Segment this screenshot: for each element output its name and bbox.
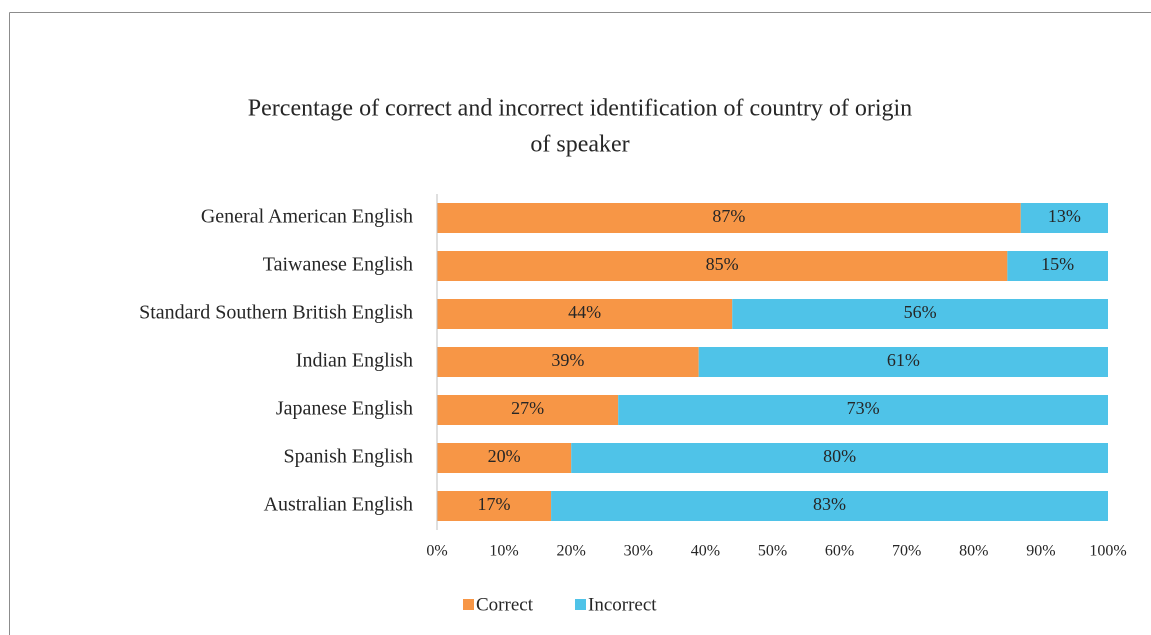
bar-segment: [732, 299, 1108, 329]
data-label: 56%: [904, 302, 937, 322]
y-tick-label: General American English: [201, 206, 413, 228]
x-tick-label: 100%: [1089, 543, 1126, 560]
data-label: 27%: [511, 398, 544, 418]
data-label: 61%: [887, 350, 920, 370]
bar-segment: [437, 395, 619, 425]
x-tick-label: 10%: [489, 543, 518, 560]
bar-segment: [698, 347, 1108, 377]
legend-swatch: [463, 599, 474, 610]
legend-label: Incorrect: [588, 594, 657, 615]
bar-segment: [1020, 203, 1108, 233]
x-tick-label: 50%: [758, 543, 787, 560]
data-label: 85%: [706, 254, 739, 274]
bar-segment: [437, 203, 1021, 233]
bar-segment: [437, 251, 1008, 281]
bar-segment: [551, 491, 1108, 521]
y-tick-label: Indian English: [296, 350, 413, 372]
bar-segment: [437, 347, 699, 377]
bar-segment: [618, 395, 1108, 425]
y-tick-label: Taiwanese English: [263, 254, 413, 276]
x-tick-label: 60%: [825, 543, 854, 560]
data-label: 73%: [847, 398, 880, 418]
data-label: 20%: [488, 446, 521, 466]
x-tick-label: 90%: [1026, 543, 1055, 560]
bar-segment: [437, 443, 572, 473]
x-tick-label: 70%: [892, 543, 921, 560]
x-tick-label: 20%: [557, 543, 586, 560]
y-tick-label: Standard Southern British English: [139, 302, 413, 324]
y-tick-label: Australian English: [264, 494, 413, 516]
data-label: 13%: [1048, 206, 1081, 226]
y-tick-label: Japanese English: [276, 398, 413, 420]
data-label: 87%: [712, 206, 745, 226]
data-label: 15%: [1041, 254, 1074, 274]
chart-title: Percentage of correct and incorrect iden…: [248, 96, 912, 122]
x-tick-label: 80%: [959, 543, 988, 560]
data-label: 83%: [813, 494, 846, 514]
legend-swatch: [575, 599, 586, 610]
bar-segment: [571, 443, 1108, 473]
data-label: 39%: [551, 350, 584, 370]
bar-segment: [437, 299, 733, 329]
data-label: 44%: [568, 302, 601, 322]
bar-segment: [1007, 251, 1108, 281]
legend-label: Correct: [476, 594, 534, 615]
x-tick-label: 0%: [426, 543, 447, 560]
data-label: 17%: [478, 494, 511, 514]
x-tick-label: 30%: [624, 543, 653, 560]
x-tick-label: 40%: [691, 543, 720, 560]
chart-title: of speaker: [530, 132, 629, 158]
y-tick-label: Spanish English: [284, 446, 413, 468]
bar-segment: [437, 491, 552, 521]
data-label: 80%: [823, 446, 856, 466]
